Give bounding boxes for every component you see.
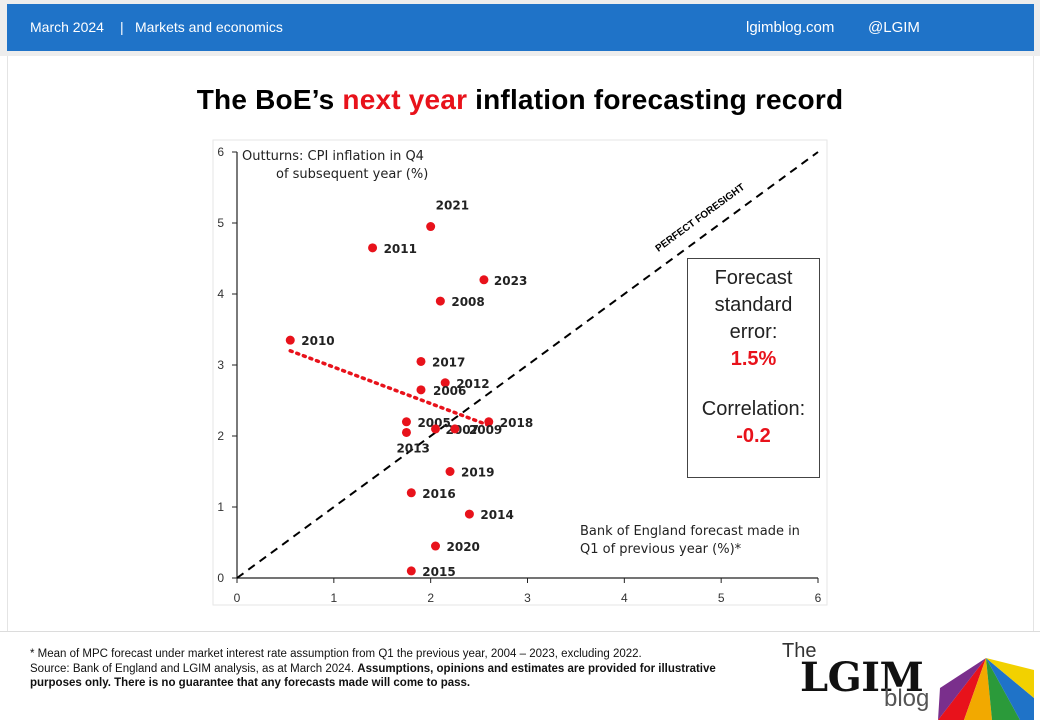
data-point-2019 <box>445 467 455 476</box>
header-category[interactable]: Markets and economics <box>135 19 283 35</box>
data-label-2009: 2009 <box>469 423 502 437</box>
plot-area-border <box>212 139 828 606</box>
x-tick-label: 4 <box>621 591 628 605</box>
data-label-2011: 2011 <box>384 242 417 256</box>
header-banner: March 2024 | Markets and economics lgimb… <box>7 4 1034 51</box>
footnote-disclaimer-2: purposes only. There is no guarantee tha… <box>30 677 471 689</box>
data-label-2023: 2023 <box>494 274 527 288</box>
data-label-2014: 2014 <box>480 508 513 522</box>
footnote-disclaimer: purposes only. There is no guarantee tha… <box>30 677 470 689</box>
x-tick-label: 2 <box>427 591 434 605</box>
data-point-2013 <box>401 427 411 437</box>
footnote-source: Source: Bank of England and LGIM analysi… <box>30 663 716 675</box>
header-separator: | <box>120 19 124 35</box>
data-label-2013: 2013 <box>396 441 429 455</box>
y-tick-label: 1 <box>217 500 224 514</box>
data-label-2018: 2018 <box>500 416 533 430</box>
data-point-2006 <box>416 385 426 395</box>
logo-blog: blog <box>884 685 930 712</box>
x-tick-label: 3 <box>524 591 531 605</box>
x-axis-title-line-2: Q1 of previous year (%)* <box>580 542 742 557</box>
title-part-1: The BoE’s <box>196 84 343 115</box>
data-label-2012: 2012 <box>456 377 489 391</box>
perfect-foresight-label: PERFECT FORESIGHT <box>654 182 747 255</box>
data-point-2005 <box>401 417 411 427</box>
data-label-2016: 2016 <box>422 487 455 501</box>
site-link[interactable]: lgimblog.com <box>746 19 835 36</box>
data-point-2017 <box>416 356 426 366</box>
y-axis-title-line-1: Outturns: CPI inflation in Q4 <box>242 149 424 164</box>
trend-dotted-line <box>288 349 491 428</box>
x-tick-label: 6 <box>815 591 822 605</box>
x-tick-label: 1 <box>330 591 337 605</box>
trend-line <box>288 349 491 428</box>
stats-value-standard-error: 1.5% <box>730 348 777 370</box>
data-point-2020 <box>431 541 441 551</box>
data-label-2021: 2021 <box>436 199 469 213</box>
stats-value-correlation: -0.2 <box>736 425 771 447</box>
slide-frame <box>7 56 1034 631</box>
logo-the: The <box>782 640 817 662</box>
stats-box: Forecast standard error: 1.5% Correlatio… <box>687 258 820 478</box>
data-point-2008 <box>435 296 445 306</box>
data-point-2018 <box>484 417 494 427</box>
data-point-2015 <box>406 566 416 576</box>
y-tick-label: 2 <box>217 429 224 443</box>
data-label-2008: 2008 <box>451 295 484 309</box>
data-label-2019: 2019 <box>461 466 494 480</box>
data-point-2012 <box>440 378 450 388</box>
data-label-2005: 2005 <box>417 416 450 430</box>
data-point-2010 <box>285 335 295 345</box>
data-point-2016 <box>406 488 416 498</box>
twitter-handle-link[interactable]: @LGIM <box>868 19 920 36</box>
title-highlight: next year <box>342 84 468 115</box>
data-label-2010: 2010 <box>301 334 334 348</box>
x-tick-label: 0 <box>234 591 241 605</box>
scatter-chart: 0 1 2 3 4 5 6 0 1 2 3 4 5 6 Outturns: CPI inflation in… <box>212 139 828 606</box>
data-point-2007 <box>431 424 441 434</box>
logo-brand: LGIM <box>800 654 924 701</box>
data-label-2015: 2015 <box>422 565 455 579</box>
x-axis-title-line-1: Bank of England forecast made in <box>580 524 800 539</box>
stats-label-standard: standard <box>714 294 793 316</box>
footer: * Mean of MPC forecast under market inte… <box>0 631 1040 720</box>
y-axis-title-line-2: of subsequent year (%) <box>276 167 428 182</box>
footnote-disclaimer-1: Assumptions, opinions and estimates are … <box>357 663 716 675</box>
umbrella-logo-icon <box>938 658 1034 720</box>
stats-label-error: error: <box>729 321 778 343</box>
data-point-2023 <box>479 275 489 285</box>
top-bar: March 2024 | Markets and economics lgimb… <box>0 0 1040 56</box>
x-tick-label: 5 <box>718 591 725 605</box>
footnote-source-text: Source: Bank of England and LGIM analysi… <box>30 663 358 675</box>
data-label-2017: 2017 <box>432 355 465 369</box>
data-point-2011 <box>368 243 378 253</box>
page-title: The BoE’s next year inflation forecastin… <box>0 84 1040 116</box>
stats-label-forecast: Forecast <box>714 267 793 289</box>
y-tick-label: 0 <box>217 571 224 585</box>
stats-label-correlation: Correlation: <box>701 398 806 420</box>
y-tick-label: 6 <box>217 145 224 159</box>
title-part-2: inflation forecasting record <box>467 84 844 115</box>
stats-spacer <box>688 373 819 396</box>
data-label-2006: 2006 <box>433 384 466 398</box>
y-tick-label: 4 <box>217 287 224 301</box>
data-point-2009 <box>450 424 460 434</box>
axes: 0 1 2 3 4 5 6 0 1 2 3 4 5 6 Outturns: CPI inflation in… <box>212 139 828 606</box>
y-tick-label: 3 <box>217 358 224 372</box>
data-point-2014 <box>464 509 474 519</box>
data-point-2021 <box>426 222 436 232</box>
data-label-2020: 2020 <box>447 540 480 554</box>
header-date: March 2024 <box>30 19 104 35</box>
footnote-method: * Mean of MPC forecast under market inte… <box>30 648 642 660</box>
y-tick-label: 5 <box>217 216 224 230</box>
